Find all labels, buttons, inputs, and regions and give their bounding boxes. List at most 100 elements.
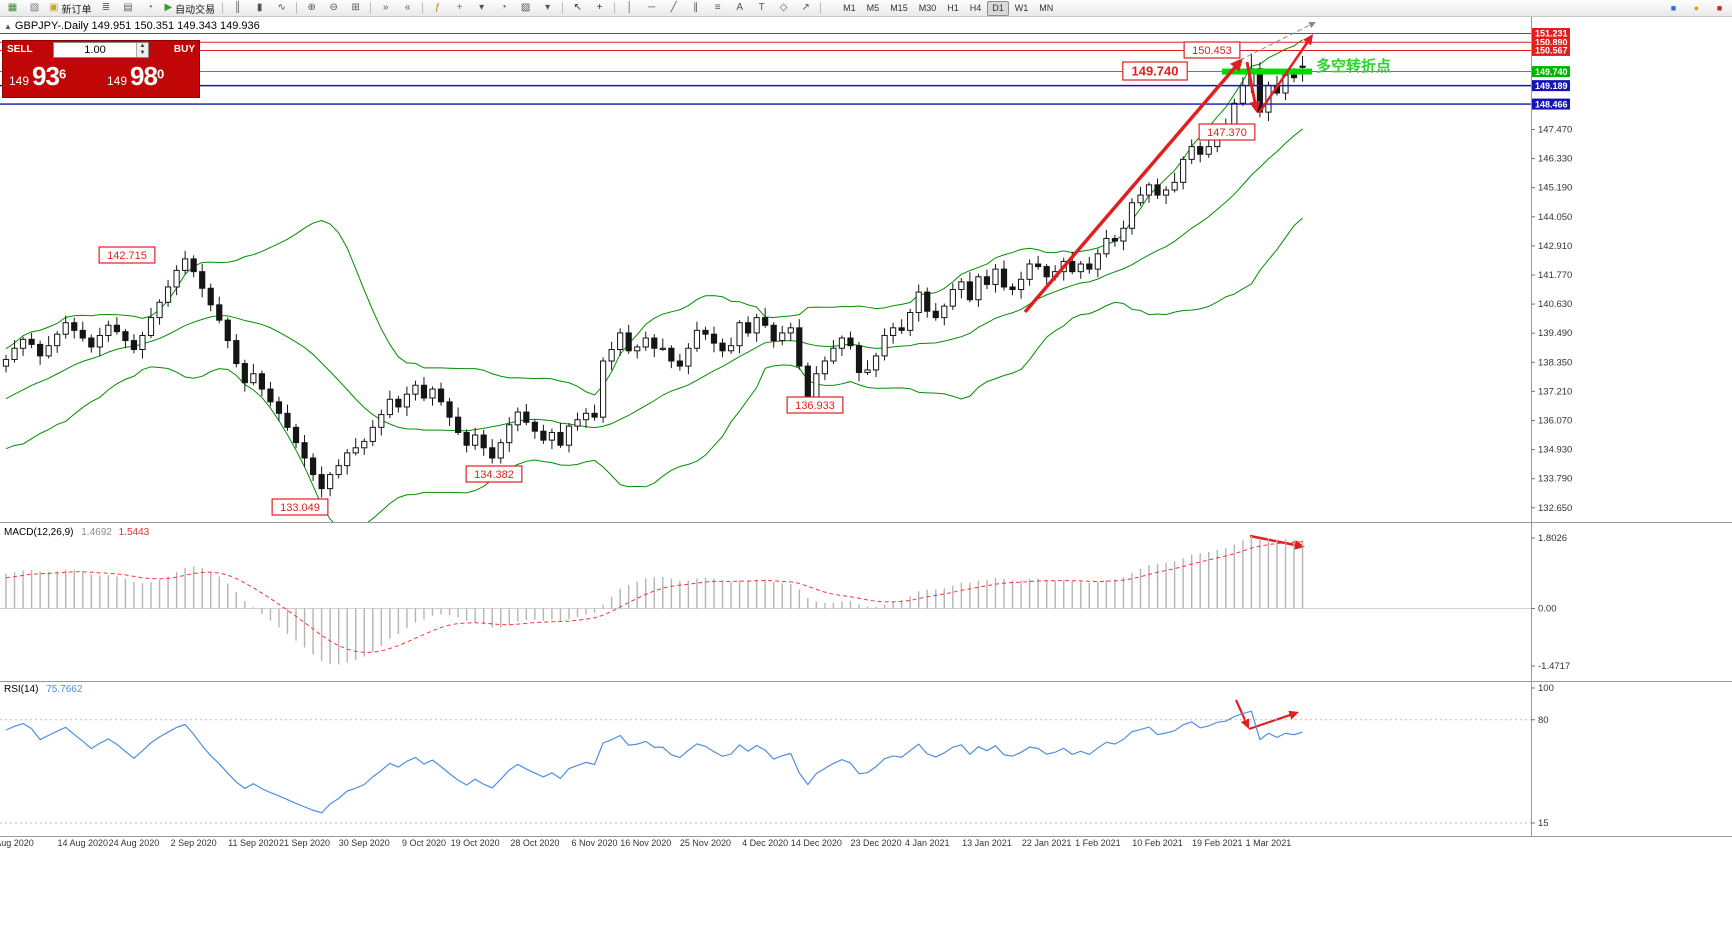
macd-name: MACD(12,26,9) <box>4 527 74 538</box>
indicators-dropdown-icon[interactable]: ▾ <box>471 0 492 16</box>
svg-text:134.382: 134.382 <box>474 469 514 481</box>
new-chart-icon[interactable]: ▦ <box>2 0 23 16</box>
sell-button[interactable]: SELL <box>7 44 33 55</box>
shapes-icon-glyph: ◇ <box>779 2 788 13</box>
timeframe-d1-button[interactable]: D1 <box>987 0 1009 16</box>
timeframe-h4-button[interactable]: H4 <box>969 2 982 13</box>
one-click-toggle-icon[interactable]: ▲ <box>4 22 12 31</box>
toolbar-separator <box>422 2 424 14</box>
bar-chart-icon-glyph: ║ <box>234 2 242 13</box>
horizontal-line-icon[interactable]: ─ <box>641 0 662 16</box>
template-dropdown-icon[interactable]: ▾ <box>537 0 558 16</box>
tile-windows-icon[interactable]: ⊞ <box>345 0 366 16</box>
svg-text:151.231: 151.231 <box>1535 29 1568 39</box>
turning-point-bar[interactable] <box>1222 68 1312 75</box>
community-icon-glyph: ■ <box>1670 3 1677 13</box>
zoom-out-icon[interactable]: ⊖ <box>323 0 344 16</box>
macd-panel: 1.8026 0.00 -1.4717 <box>0 533 1570 672</box>
candlestick-chart-icon[interactable]: ▮ <box>249 0 270 16</box>
date-tick: 1 Feb 2021 <box>1075 838 1121 848</box>
timeframe-h1-button[interactable]: H1 <box>947 2 959 13</box>
text-icon[interactable]: A <box>729 0 750 16</box>
price-callout[interactable]: 136.933 <box>786 396 844 414</box>
price-callout[interactable]: 133.049 <box>271 498 329 516</box>
price-callout[interactable]: 134.382 <box>465 465 523 483</box>
rsi-tick: 100 <box>1538 683 1554 694</box>
buy-button[interactable]: BUY <box>173 44 195 55</box>
line-chart-icon[interactable]: ∿ <box>271 0 292 16</box>
auto-scroll-icon-glyph: » <box>382 2 389 13</box>
trend-arrow[interactable] <box>1234 699 1250 729</box>
profiles-icon-glyph: ▧ <box>29 2 40 13</box>
profiles-icon[interactable]: ▧ <box>24 0 45 16</box>
data-window-icon[interactable]: ▤ <box>117 0 138 16</box>
date-tick: 10 Feb 2021 <box>1132 838 1183 848</box>
timeframe-m15-button[interactable]: M15 <box>890 2 908 13</box>
horizontal-lines[interactable] <box>0 33 1531 105</box>
volume-input[interactable] <box>54 43 136 57</box>
indicators-icon[interactable]: ƒ <box>427 0 448 16</box>
timeframe-m1-button[interactable]: M1 <box>843 2 856 13</box>
trend-arrow[interactable] <box>1257 34 1313 114</box>
fibonacci-icon[interactable]: ≡ <box>707 0 728 16</box>
chart-shift-icon-glyph: « <box>404 2 411 13</box>
add-indicator-icon[interactable]: + <box>449 0 470 16</box>
price-axis-label-green: 149.740 <box>1532 66 1570 78</box>
arrows-icon-glyph: ↗ <box>801 2 810 13</box>
timeframe-mn-button[interactable]: MN <box>1039 2 1054 13</box>
alert-icon-glyph: ■ <box>1716 3 1723 13</box>
sell-price-button[interactable]: 149 936 <box>3 59 101 97</box>
algo-trading-button[interactable]: ▶ 自动交易 <box>161 0 218 16</box>
trend-arrow[interactable] <box>1023 58 1243 314</box>
market-depth-icon[interactable]: ≣ <box>95 0 116 16</box>
price-callout[interactable]: 147.370 <box>1198 123 1256 141</box>
shapes-icon[interactable]: ◇ <box>773 0 794 16</box>
crosshair-icon[interactable]: + <box>589 0 610 16</box>
new-order-button[interactable]: ▣ 新订单 <box>46 0 94 16</box>
bar-chart-icon[interactable]: ║ <box>227 0 248 16</box>
rsi-panel: 100 80 15 <box>0 683 1554 829</box>
svg-text:147.370: 147.370 <box>1207 127 1247 139</box>
toolbar-right-icons: ■ ● ■ <box>1663 0 1730 16</box>
timeframe-m30-button[interactable]: M30 <box>918 2 937 13</box>
rsi-tick: 80 <box>1538 715 1549 726</box>
vertical-line-icon[interactable]: │ <box>619 0 640 16</box>
strategy-tester-icon[interactable]: ◔ <box>139 0 160 16</box>
chart-shift-icon[interactable]: « <box>397 0 418 16</box>
trend-arrow[interactable] <box>1239 22 1316 61</box>
timeframe-w1-button[interactable]: W1 <box>1014 2 1029 13</box>
alert-icon[interactable]: ■ <box>1709 0 1730 16</box>
auto-scroll-icon[interactable]: » <box>375 0 396 16</box>
price-tick: 141.770 <box>1538 270 1572 281</box>
channel-icon[interactable]: ∥ <box>685 0 706 16</box>
turning-point-label[interactable]: 多空转折点 <box>1316 57 1391 75</box>
price-tick: 134.930 <box>1538 445 1572 456</box>
timeframe-m5-button[interactable]: M5 <box>866 2 880 13</box>
template-icon[interactable]: ▨ <box>515 0 536 16</box>
line-chart-icon-glyph: ∿ <box>277 2 286 13</box>
buy-price-button[interactable]: 149 980 <box>101 59 199 97</box>
community-icon[interactable]: ■ <box>1663 0 1684 16</box>
zoom-in-icon[interactable]: ⊕ <box>301 0 322 16</box>
volume-down-button[interactable]: ▼ <box>137 50 148 57</box>
price-callout[interactable]: 150.453 <box>1183 41 1241 59</box>
price-tick: 146.330 <box>1538 154 1572 165</box>
trend-arrow[interactable] <box>1245 61 1261 113</box>
volume-up-button[interactable]: ▲ <box>137 43 148 50</box>
period-dropdown-icon[interactable]: ◔ <box>493 0 514 16</box>
volume-spinner[interactable]: ▲ ▼ <box>53 42 149 58</box>
chart-ohlc-header: ▲ GBPJPY-.Daily 149.951 150.351 149.343 1… <box>4 20 260 32</box>
news-icon[interactable]: ● <box>1686 0 1707 16</box>
date-tick: 19 Feb 2021 <box>1192 838 1243 848</box>
volume-spin-controls: ▲ ▼ <box>136 43 148 57</box>
arrows-icon[interactable]: ↗ <box>795 0 816 16</box>
trendline-icon[interactable]: ╱ <box>663 0 684 16</box>
label-icon[interactable]: T <box>751 0 772 16</box>
text-icon-glyph: A <box>736 2 743 13</box>
price-callout[interactable]: 142.715 <box>98 246 156 264</box>
cursor-icon[interactable]: ↖ <box>567 0 588 16</box>
price-axis[interactable]: 147.470 146.330 145.190 144.050 142.910 141.7… <box>1531 28 1572 514</box>
price-callout[interactable]: 149.740 <box>1122 61 1188 81</box>
